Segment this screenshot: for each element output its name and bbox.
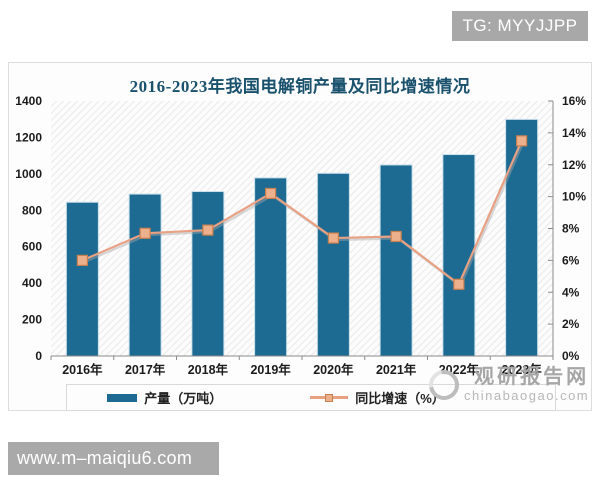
x-axis-label: 2020年 bbox=[313, 362, 354, 377]
right-axis-tick-label: 16% bbox=[562, 94, 586, 108]
legend-marker-icon bbox=[325, 393, 334, 402]
growth-marker bbox=[202, 224, 214, 236]
x-axis-label: 2017年 bbox=[125, 362, 166, 377]
production-bar bbox=[254, 177, 288, 357]
chart-title: 2016-2023年我国电解铜产量及同比增速情况 bbox=[129, 77, 471, 96]
growth-marker bbox=[139, 227, 151, 239]
x-axis-label: 2016年 bbox=[62, 362, 103, 377]
legend-growth-label: 同比增速（%） bbox=[355, 391, 445, 406]
production-bar bbox=[442, 154, 476, 357]
chart-legend: 产量（万吨） 同比增速（%） bbox=[66, 384, 556, 411]
x-axis-label: 2019年 bbox=[250, 362, 291, 377]
growth-marker bbox=[390, 230, 402, 243]
growth-marker bbox=[265, 187, 277, 200]
right-axis-tick-label: 14% bbox=[562, 126, 586, 140]
left-axis-tick-label: 1200 bbox=[15, 130, 42, 144]
growth-marker bbox=[327, 232, 339, 244]
left-axis-tick-label: 600 bbox=[22, 240, 42, 254]
growth-marker bbox=[516, 135, 528, 147]
tg-watermark-badge: TG: MYYJJPP bbox=[452, 11, 588, 41]
left-axis-tick-label: 0 bbox=[35, 349, 42, 363]
growth-marker bbox=[453, 278, 465, 290]
chinabaogao-logo-icon bbox=[423, 364, 465, 406]
growth-line bbox=[81, 140, 523, 287]
plot-hatch-background bbox=[51, 101, 553, 356]
chart-canvas: 0 200 400 600 800 1000 1200 1400 0% 2% 4% 6% 8% 10% 12… bbox=[15, 94, 586, 377]
chart-card: 2016-2023年我国电解铜产量及同比增速情况 0 200 400 600 800 10… bbox=[8, 62, 592, 411]
right-axis-tick-label: 2% bbox=[562, 317, 580, 331]
right-axis-tick-label: 6% bbox=[562, 253, 580, 267]
right-axis-tick-label: 10% bbox=[562, 190, 586, 204]
legend-item-production: 产量（万吨） bbox=[107, 388, 222, 407]
left-axis-tick-label: 400 bbox=[22, 276, 42, 290]
watermark-site-name: 观研报告网 bbox=[474, 366, 590, 388]
left-axis-tick-label: 800 bbox=[22, 203, 42, 217]
x-axis-label: 2018年 bbox=[188, 362, 229, 377]
production-bar bbox=[379, 164, 413, 357]
production-bar bbox=[191, 191, 225, 357]
right-axis-tick-label: 8% bbox=[562, 222, 580, 236]
left-axis-tick-label: 1400 bbox=[15, 94, 42, 108]
right-axis-tick-label: 0% bbox=[562, 349, 580, 363]
watermark-text: 观研报告网 chinabaogao.com bbox=[464, 366, 590, 404]
legend-item-growth: 同比增速（%） bbox=[310, 388, 445, 407]
legend-bar-swatch-icon bbox=[107, 393, 138, 402]
production-bar bbox=[505, 118, 539, 357]
site-watermark: 观研报告网 chinabaogao.com bbox=[423, 364, 590, 406]
production-bar bbox=[128, 193, 162, 357]
growth-marker bbox=[76, 254, 88, 266]
url-watermark-banner: www.m–maiqiu6.com bbox=[8, 442, 219, 475]
legend-production-label: 产量（万吨） bbox=[144, 391, 223, 406]
x-axis-label: 2021年 bbox=[376, 362, 417, 377]
x-axis-label: 2022年 bbox=[439, 362, 480, 377]
right-axis-tick-label: 12% bbox=[562, 158, 586, 172]
legend-line-swatch-icon bbox=[310, 393, 349, 402]
production-bar bbox=[316, 172, 350, 357]
watermark-site-domain: chinabaogao.com bbox=[464, 388, 590, 403]
right-axis-tick-label: 4% bbox=[562, 285, 580, 299]
production-bar bbox=[65, 201, 99, 357]
left-axis-tick-label: 200 bbox=[22, 313, 42, 327]
left-axis-tick-label: 1000 bbox=[15, 167, 42, 181]
x-axis-label: 2023年 bbox=[501, 362, 542, 377]
